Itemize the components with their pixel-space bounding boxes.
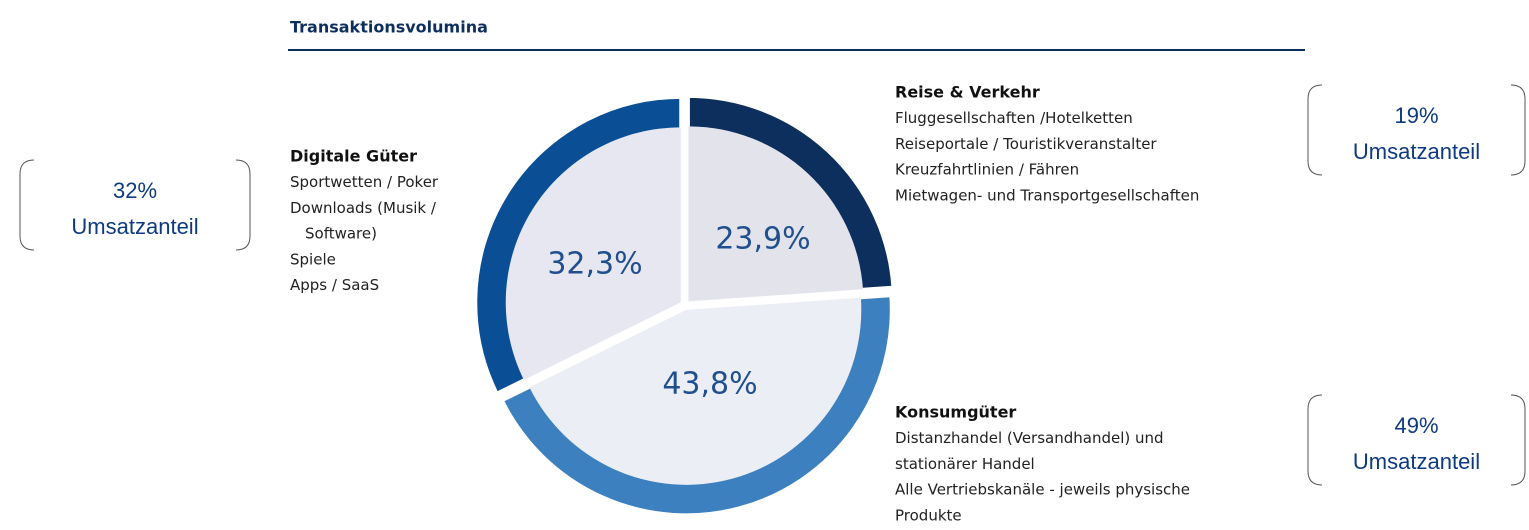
annotation-share: 49% <box>1394 413 1438 438</box>
bracket-left <box>19 159 35 251</box>
category-detail: Mietwagen- und Transportgesellschaften <box>895 186 1199 204</box>
annotation-share: 19% <box>1394 103 1438 128</box>
category-detail: Fluggesellschaften /Hotelketten <box>895 109 1133 127</box>
slice-value-label: 23,9% <box>715 222 810 257</box>
category-detail: Spiele <box>290 250 336 268</box>
category-detail: Produkte <box>895 506 962 524</box>
pie-slice-inner <box>505 127 681 380</box>
category-detail: Alle Vertriebskanäle - jeweils physische <box>895 481 1190 499</box>
chart-title: Transaktionsvolumina <box>290 18 488 37</box>
bracket-left <box>1307 84 1323 176</box>
category-detail: Sportwetten / Poker <box>290 173 439 191</box>
slice-value-label: 32,3% <box>547 247 642 282</box>
pie-slice-inner <box>529 297 862 485</box>
bracket-right <box>235 159 251 251</box>
bracket-right <box>1510 84 1526 176</box>
annotation-text: Umsatzanteil <box>1353 449 1480 474</box>
category-detail: Apps / SaaS <box>290 276 379 294</box>
category-detail: Software) <box>305 225 377 243</box>
slice-value-label: 43,8% <box>662 367 757 402</box>
category-detail: Distanzhandel (Versandhandel) und <box>895 429 1164 447</box>
bracket-left <box>1307 394 1323 486</box>
category-detail: Downloads (Musik / <box>290 199 437 217</box>
annotation-text: Umsatzanteil <box>71 214 198 239</box>
annotation-share: 32% <box>113 178 157 203</box>
annotation-text: Umsatzanteil <box>1353 139 1480 164</box>
category-heading: Digitale Güter <box>290 147 417 166</box>
bracket-right <box>1510 394 1526 486</box>
category-detail: Kreuzfahrtlinien / Fähren <box>895 161 1079 179</box>
category-heading: Konsumgüter <box>895 403 1016 422</box>
pie-slice-inner <box>688 126 863 302</box>
category-heading: Reise & Verkehr <box>895 83 1040 102</box>
category-detail: stationärer Handel <box>895 455 1035 473</box>
category-detail: Reiseportale / Touristikveranstalter <box>895 135 1157 153</box>
